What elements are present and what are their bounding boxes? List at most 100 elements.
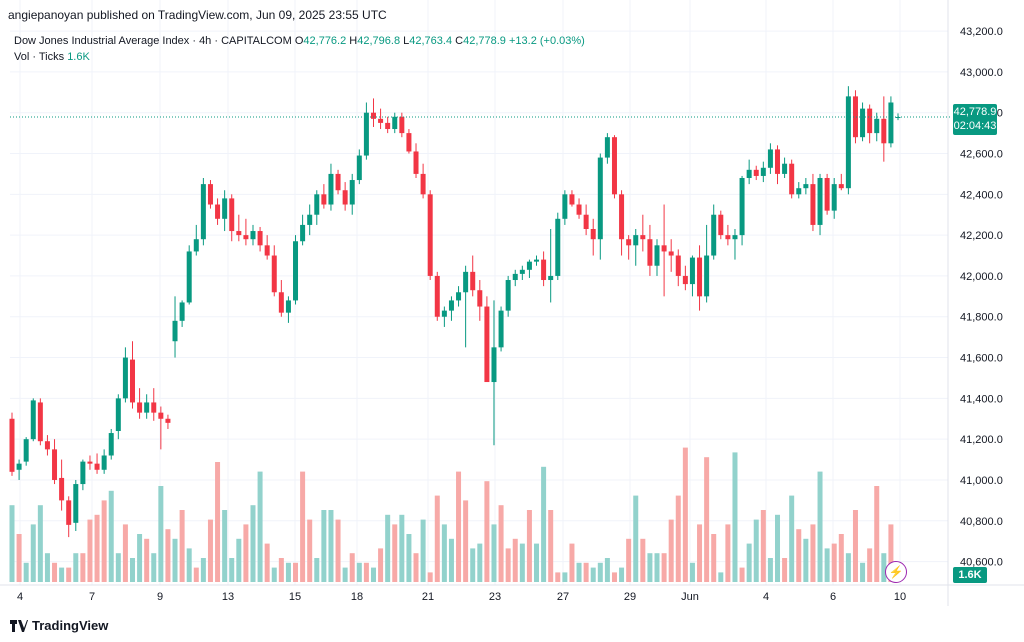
volume-bar xyxy=(519,543,525,582)
candle xyxy=(526,259,532,278)
candle xyxy=(115,394,121,440)
volume-bar xyxy=(243,524,249,582)
volume-bar xyxy=(158,486,164,582)
candle xyxy=(505,275,511,317)
volume-bar xyxy=(37,505,43,582)
candle xyxy=(285,296,291,323)
volume-bar xyxy=(378,548,384,582)
volume-bar xyxy=(838,534,844,582)
volume-bar xyxy=(44,553,50,582)
candle xyxy=(23,437,29,466)
candle xyxy=(767,143,773,174)
candle xyxy=(569,190,575,207)
x-tick-label: 9 xyxy=(157,591,163,603)
candle xyxy=(704,224,710,303)
volume-bar xyxy=(569,543,575,582)
volume-bar xyxy=(647,553,653,582)
volume-bar xyxy=(87,519,93,582)
open-label: O xyxy=(294,35,304,47)
volume-bar xyxy=(122,524,128,582)
candle xyxy=(477,280,483,321)
volume-bar xyxy=(463,500,469,582)
candle xyxy=(583,204,589,236)
volume-bar xyxy=(335,519,341,582)
close-label: C xyxy=(455,35,464,47)
volume-bar xyxy=(278,558,284,582)
volume-bar xyxy=(626,538,632,582)
volume-bar xyxy=(562,572,568,582)
candle xyxy=(576,198,582,219)
candle xyxy=(711,204,717,260)
volume-bar xyxy=(824,548,830,582)
volume-bar xyxy=(775,514,781,582)
volume-bar xyxy=(718,572,724,582)
candle xyxy=(356,149,362,185)
volume-label: Vol · Ticks xyxy=(14,51,65,63)
candle xyxy=(307,204,313,236)
volume-bar xyxy=(200,558,206,582)
volume-bar xyxy=(250,505,256,582)
volume-bar xyxy=(172,538,178,582)
candle xyxy=(534,255,540,266)
y-tick-label: 42,200.0 xyxy=(960,230,1003,242)
volume-bar xyxy=(498,505,504,582)
volume-bar xyxy=(137,534,143,582)
volume-bar xyxy=(604,558,610,582)
volume-bar xyxy=(583,562,589,582)
volume-legend: Vol · Ticks 1.6K xyxy=(14,49,90,65)
y-tick-label: 41,600.0 xyxy=(960,353,1003,365)
volume-bar xyxy=(682,447,688,582)
candle xyxy=(463,265,469,348)
candle xyxy=(349,173,355,215)
candle xyxy=(697,245,703,311)
candle xyxy=(321,184,327,209)
candle xyxy=(789,159,795,199)
volume-bar xyxy=(80,553,86,582)
volume-bar xyxy=(597,562,603,582)
volume-bar xyxy=(860,562,866,582)
candle xyxy=(760,161,766,183)
low-label: L xyxy=(403,35,410,47)
y-tick-label: 43,000.0 xyxy=(960,67,1003,79)
candle xyxy=(675,249,681,287)
volume-bar xyxy=(413,553,419,582)
candle xyxy=(874,112,880,142)
low-value: 42,763.4 xyxy=(409,35,453,47)
candle xyxy=(456,286,462,307)
volume-bar xyxy=(257,471,263,582)
change-value: +13.2 (+0.03%) xyxy=(509,35,585,47)
candle xyxy=(867,104,873,144)
volume-bar xyxy=(845,553,851,582)
candle xyxy=(328,163,334,211)
footer: TradingView xyxy=(10,618,108,633)
volume-value: 1.6K xyxy=(67,51,90,63)
volume-bar xyxy=(831,543,837,582)
volume-bar xyxy=(867,548,873,582)
volume-bar xyxy=(165,529,171,582)
y-tick-label: 40,600.0 xyxy=(960,557,1003,569)
volume-bar xyxy=(590,567,596,582)
candle xyxy=(739,175,745,246)
volume-bar xyxy=(640,538,646,582)
candle xyxy=(250,224,256,246)
candle xyxy=(137,388,143,419)
y-axis: 43,200.043,000.042,800.042,600.042,400.0… xyxy=(0,0,1024,606)
volume-bar xyxy=(477,543,483,582)
volume-bar xyxy=(9,505,15,582)
x-tick-label: 21 xyxy=(422,591,434,603)
candle xyxy=(271,245,277,297)
candle xyxy=(718,210,724,240)
volume-bar xyxy=(293,562,299,582)
candle xyxy=(810,173,816,232)
lightning-icon[interactable]: ⚡ xyxy=(885,561,907,583)
candle xyxy=(370,98,376,127)
open-value: 42,776.2 xyxy=(303,35,347,47)
candle xyxy=(406,129,412,154)
candle xyxy=(52,439,58,485)
volume-bar xyxy=(94,514,100,582)
candle xyxy=(179,300,185,327)
volume-bar xyxy=(796,529,802,582)
candle xyxy=(293,235,299,305)
candle xyxy=(803,177,809,195)
